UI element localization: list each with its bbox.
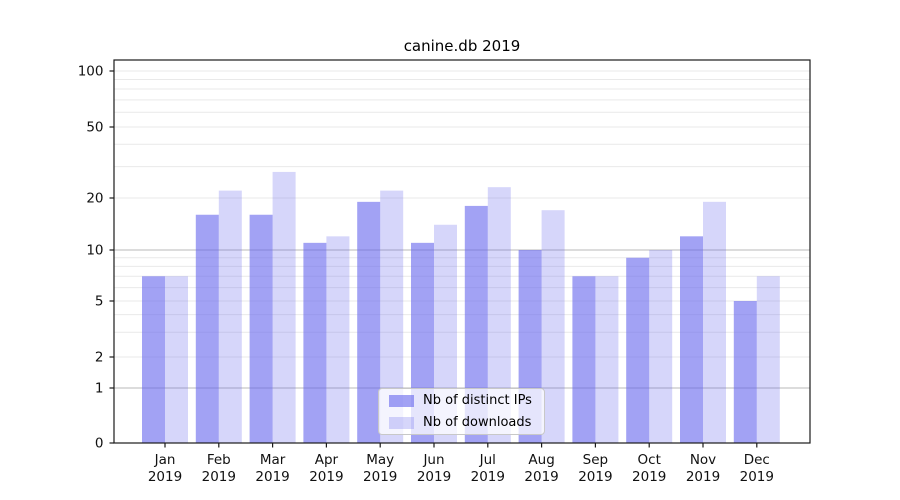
y-tick-label: 5: [95, 294, 104, 310]
y-tick-label: 0: [95, 436, 104, 452]
x-tick-year: 2019: [686, 469, 720, 485]
legend-swatch-downloads: [389, 416, 414, 429]
legend-label-distinct-ips: Nb of distinct IPs: [423, 393, 532, 408]
y-tick-label: 50: [86, 120, 103, 136]
legend: Nb of distinct IPs Nb of downloads: [378, 388, 545, 435]
bar: [165, 276, 188, 443]
x-tick-month: Dec: [744, 452, 770, 468]
x-tick-month: Jul: [479, 452, 496, 468]
bar: [680, 236, 703, 443]
bar: [595, 276, 619, 443]
x-tick-month: Jan: [154, 452, 176, 468]
x-tick-month: Aug: [528, 452, 554, 468]
bar: [626, 257, 650, 443]
x-tick-year: 2019: [202, 469, 236, 485]
bar: [272, 171, 296, 443]
y-tick-label: 2: [95, 350, 104, 366]
chart-title: canine.db 2019: [403, 37, 521, 55]
bar: [487, 187, 511, 443]
bar: [303, 242, 327, 443]
bar: [703, 201, 726, 443]
y-tick-label: 1: [95, 381, 104, 397]
bar: [733, 301, 757, 443]
bar: [380, 190, 404, 443]
y-tick-label: 20: [86, 191, 103, 207]
bar: [142, 276, 165, 443]
x-tick-year: 2019: [255, 469, 289, 485]
bar: [249, 214, 273, 443]
x-tick-month: Feb: [207, 452, 231, 468]
legend-item-downloads: Nb of downloads: [389, 415, 534, 430]
bar: [195, 214, 219, 443]
y-tick-label: 100: [78, 64, 104, 80]
x-tick-month: Oct: [638, 452, 661, 468]
x-tick-month: Sep: [583, 452, 608, 468]
bar: [756, 276, 780, 443]
x-tick-year: 2019: [363, 469, 397, 485]
x-tick-month: Apr: [315, 452, 339, 468]
plot-frame: [113, 59, 811, 444]
x-tick-year: 2019: [148, 469, 182, 485]
bar: [357, 201, 381, 443]
bar: [649, 250, 673, 443]
bars-downloads: [165, 171, 780, 443]
x-tick-year: 2019: [417, 469, 451, 485]
bar: [326, 236, 350, 443]
legend-label-downloads: Nb of downloads: [423, 415, 532, 430]
x-axis: Jan2019Feb2019Mar2019Apr2019May2019Jun20…: [148, 443, 774, 485]
bar: [541, 210, 565, 443]
x-tick-year: 2019: [309, 469, 343, 485]
bar: [464, 205, 488, 443]
grid-minor: [114, 70, 810, 358]
x-tick-month: May: [366, 452, 394, 468]
x-tick-month: Jun: [422, 452, 444, 468]
y-axis: 0 1 2 5 10 20 50 100: [78, 64, 114, 452]
y-tick-label: 10: [86, 243, 103, 259]
bar: [218, 190, 242, 443]
x-tick-year: 2019: [740, 469, 774, 485]
x-tick-year: 2019: [632, 469, 666, 485]
x-tick-month: Nov: [690, 452, 716, 468]
legend-item-distinct-ips: Nb of distinct IPs: [389, 393, 534, 408]
x-tick-year: 2019: [524, 469, 558, 485]
x-tick-year: 2019: [471, 469, 505, 485]
x-tick-year: 2019: [578, 469, 612, 485]
bar: [572, 276, 596, 443]
legend-swatch-distinct-ips: [389, 394, 414, 407]
x-tick-month: Mar: [260, 452, 286, 468]
